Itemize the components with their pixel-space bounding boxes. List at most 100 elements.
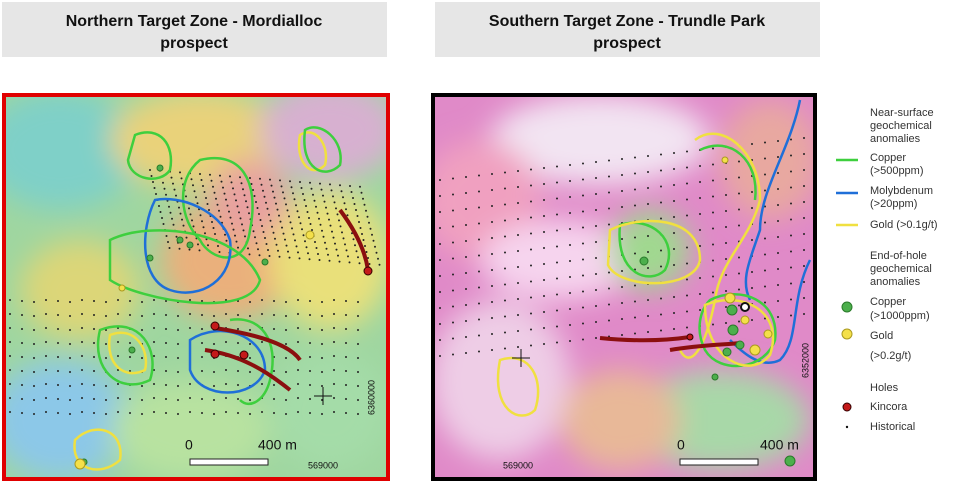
historical-hole [189, 411, 191, 413]
historical-hole [764, 301, 766, 304]
historical-hole [295, 204, 297, 207]
legend-item: Historical [870, 421, 915, 433]
historical-hole [318, 217, 320, 220]
historical-hole [175, 235, 178, 238]
historical-hole [673, 168, 675, 170]
historical-hole [129, 398, 131, 400]
historical-hole [725, 242, 727, 244]
historical-hole [634, 188, 636, 191]
historical-hole [306, 211, 309, 213]
historical-hole [285, 301, 287, 303]
historical-hole [543, 183, 545, 185]
historical-hole [217, 245, 219, 247]
historical-hole [530, 184, 532, 187]
historical-hole [261, 383, 263, 385]
historical-hole [268, 213, 270, 216]
historical-hole [569, 164, 571, 166]
historical-hole [141, 301, 143, 303]
historical-hole [345, 328, 347, 330]
historical-hole [321, 343, 323, 345]
historical-hole [345, 300, 347, 302]
historical-hole [517, 234, 519, 236]
historical-hole [275, 202, 277, 205]
historical-hole [288, 215, 290, 218]
historical-hole [777, 172, 779, 174]
historical-hole [569, 196, 571, 198]
historical-hole [582, 338, 584, 341]
title-box [435, 2, 820, 57]
historical-hole [239, 217, 242, 220]
historical-hole [273, 314, 275, 316]
historical-hole [439, 355, 441, 357]
historical-hole [322, 194, 324, 197]
historical-hole [478, 302, 480, 305]
historical-hole [621, 302, 623, 304]
historical-hole [225, 411, 227, 413]
historical-hole [673, 264, 675, 266]
historical-hole [699, 309, 701, 311]
historical-hole [153, 299, 155, 301]
historical-hole [517, 186, 519, 188]
historical-hole [333, 299, 335, 301]
map-south: 0 400 m 569000 6352000 [433, 95, 815, 479]
historical-hole [504, 235, 506, 238]
historical-hole [93, 356, 95, 358]
historical-hole [803, 185, 805, 187]
historical-hole [179, 212, 182, 215]
historical-hole [699, 213, 701, 215]
historical-hole [288, 256, 291, 259]
historical-hole [201, 328, 203, 330]
historical-hole [255, 201, 257, 203]
historical-hole [231, 222, 233, 225]
historical-hole [595, 241, 597, 243]
historical-hole [374, 245, 376, 248]
historical-hole [33, 315, 35, 317]
historical-hole [452, 177, 454, 180]
historical-hole [556, 197, 558, 200]
historical-hole [621, 334, 623, 336]
historical-hole [439, 195, 441, 197]
historical-hole [608, 223, 610, 226]
historical-hole [452, 225, 454, 228]
historical-hole [333, 383, 335, 385]
historical-hole [725, 210, 727, 212]
historical-hole [270, 184, 273, 187]
historical-hole [178, 206, 180, 209]
historical-hole [647, 267, 649, 269]
map-frame [2, 93, 390, 481]
historical-hole [321, 357, 323, 359]
historical-hole [621, 158, 623, 160]
historical-hole [556, 213, 558, 216]
historical-hole [269, 178, 271, 181]
historical-hole [9, 327, 11, 329]
historical-hole [117, 313, 119, 315]
historical-hole [201, 370, 203, 372]
historical-hole [292, 192, 294, 195]
historical-hole [201, 300, 203, 302]
historical-hole [452, 337, 454, 340]
historical-hole [249, 343, 251, 345]
historical-hole [543, 279, 545, 281]
historical-hole [168, 247, 171, 249]
historical-hole [177, 399, 179, 401]
historical-hole [218, 209, 220, 212]
historical-hole [330, 189, 333, 192]
historical-hole [363, 203, 366, 206]
historical-hole [9, 383, 11, 385]
historical-hole [647, 331, 649, 333]
historical-hole [569, 324, 571, 326]
historical-hole [439, 259, 441, 261]
historical-hole [153, 313, 155, 315]
historical-hole [278, 255, 281, 258]
historical-hole [105, 413, 107, 415]
historical-hole [350, 191, 353, 193]
historical-hole [328, 218, 330, 221]
historical-hole [517, 314, 519, 316]
historical-hole [491, 333, 493, 335]
historical-hole [222, 186, 224, 189]
historical-hole [173, 188, 176, 191]
historical-hole [249, 399, 251, 401]
historical-hole [219, 174, 221, 177]
historical-hole [248, 253, 251, 256]
historical-hole [543, 247, 545, 249]
